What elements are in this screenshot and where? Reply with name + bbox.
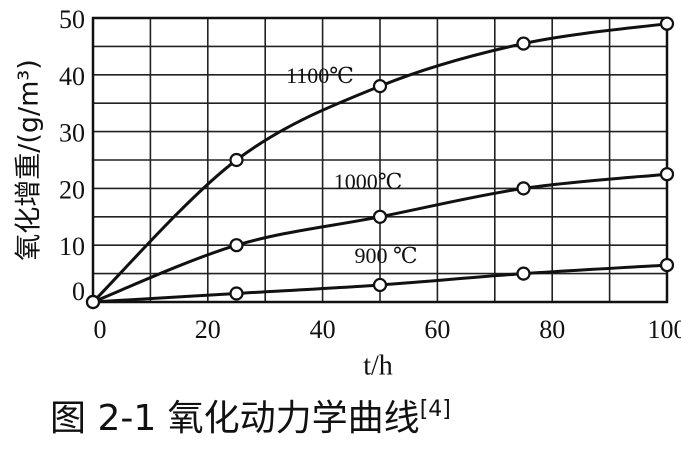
y-tick-label: 0 (72, 277, 85, 306)
x-tick-label: 0 (94, 315, 107, 344)
point-marker (229, 238, 244, 253)
caption: 图 2-1 氧化动力学曲线[4] (50, 397, 451, 439)
x-tick-label: 40 (310, 315, 336, 344)
y-tick-label: 10 (59, 232, 85, 261)
y-tick-label: 40 (59, 62, 85, 91)
x-axis-label: t/h (363, 350, 393, 381)
point-marker (85, 294, 101, 310)
point-marker (229, 286, 244, 301)
point-marker (659, 257, 675, 273)
point-marker (516, 181, 531, 196)
plot-frame (91, 16, 669, 304)
y-tick-label: 50 (59, 5, 85, 34)
x-tick-label: 100 (648, 315, 681, 344)
caption-ref: [4] (420, 397, 451, 422)
x-tick-label: 20 (195, 315, 221, 344)
series-label: 900 ℃ (354, 243, 417, 268)
y-axis-label: 氧化增重/(g/m³) (14, 59, 45, 261)
x-tick-label: 80 (539, 315, 565, 344)
point-marker (372, 277, 388, 293)
y-tick-label: 20 (59, 175, 85, 204)
point-marker (516, 266, 531, 281)
caption-text: 图 2-1 氧化动力学曲线 (50, 398, 420, 439)
point-marker (516, 36, 531, 51)
point-marker (372, 79, 388, 94)
point-marker (372, 209, 388, 224)
point-marker (659, 16, 675, 31)
x-tick-label: 60 (424, 315, 450, 344)
series-label: 1100℃ (286, 63, 354, 88)
y-tick-label: 30 (59, 119, 85, 148)
point-marker (229, 152, 244, 168)
point-marker (659, 167, 675, 182)
series-label: 1000℃ (334, 169, 403, 194)
